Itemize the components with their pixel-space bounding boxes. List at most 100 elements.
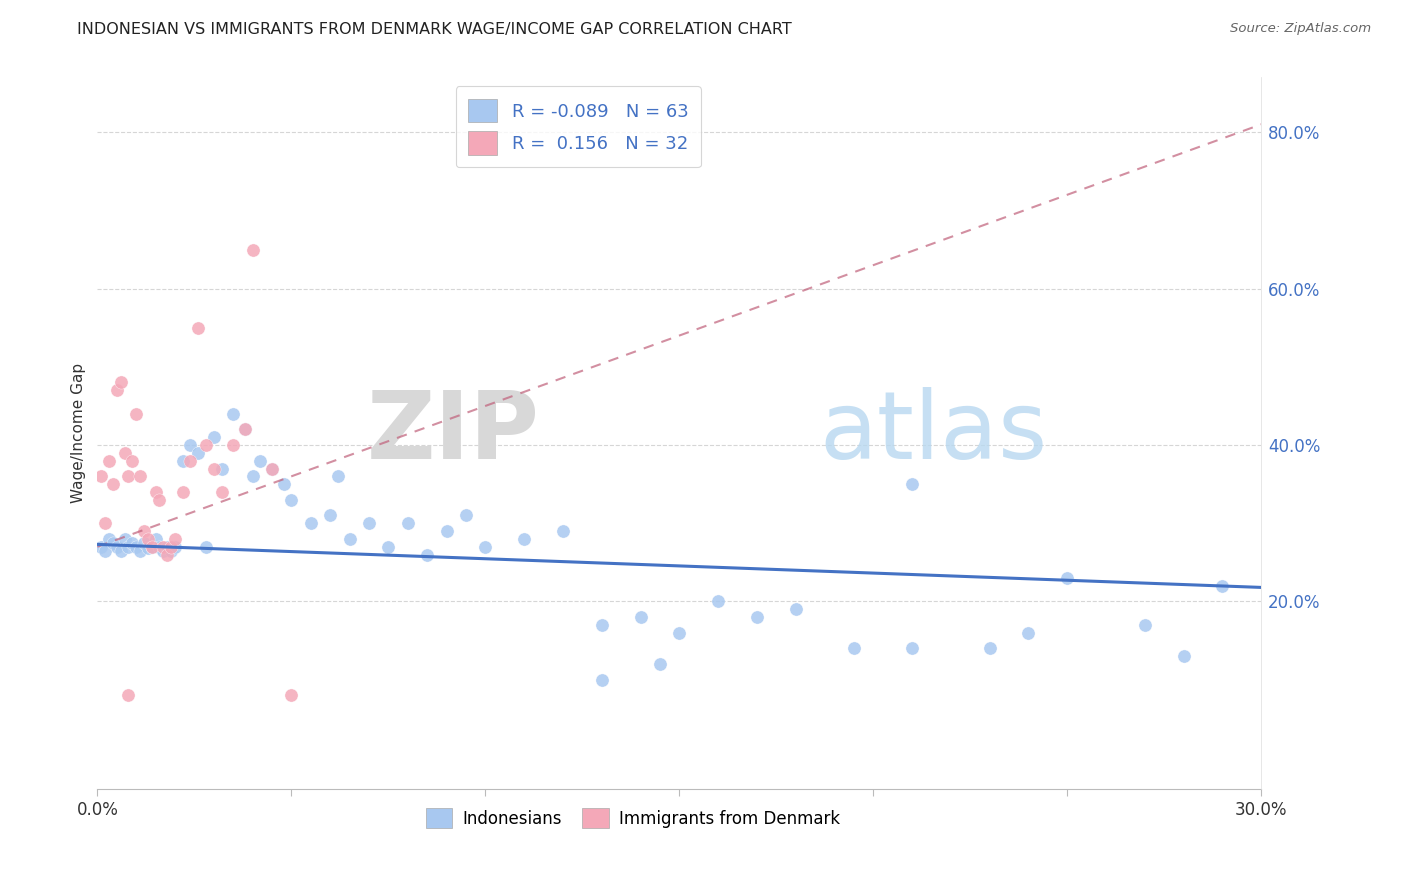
- Point: [842, 641, 865, 656]
- Point: [1056, 571, 1078, 585]
- Point: [319, 508, 342, 523]
- Y-axis label: Wage/Income Gap: Wage/Income Gap: [72, 363, 86, 503]
- Point: [211, 485, 233, 500]
- Point: [551, 524, 574, 538]
- Point: [90, 469, 112, 483]
- Point: [117, 540, 139, 554]
- Point: [233, 422, 256, 436]
- Point: [121, 536, 143, 550]
- Text: Source: ZipAtlas.com: Source: ZipAtlas.com: [1230, 22, 1371, 36]
- Point: [416, 548, 439, 562]
- Point: [172, 453, 194, 467]
- Point: [195, 438, 218, 452]
- Point: [136, 541, 159, 556]
- Point: [98, 453, 121, 467]
- Point: [132, 536, 155, 550]
- Point: [242, 469, 264, 483]
- Point: [474, 540, 496, 554]
- Point: [132, 524, 155, 538]
- Point: [125, 540, 148, 554]
- Point: [148, 540, 170, 554]
- Point: [299, 516, 322, 531]
- Point: [160, 543, 183, 558]
- Point: [101, 536, 124, 550]
- Point: [156, 540, 179, 554]
- Point: [901, 477, 924, 491]
- Text: atlas: atlas: [818, 387, 1047, 479]
- Point: [114, 532, 136, 546]
- Point: [280, 689, 302, 703]
- Point: [152, 540, 174, 554]
- Point: [202, 461, 225, 475]
- Point: [1173, 649, 1195, 664]
- Point: [513, 532, 536, 546]
- Point: [396, 516, 419, 531]
- Point: [105, 540, 128, 554]
- Point: [172, 485, 194, 500]
- Point: [117, 689, 139, 703]
- Point: [668, 625, 690, 640]
- Point: [114, 446, 136, 460]
- Point: [233, 422, 256, 436]
- Point: [148, 492, 170, 507]
- Point: [145, 532, 167, 546]
- Point: [90, 540, 112, 554]
- Point: [436, 524, 458, 538]
- Point: [117, 469, 139, 483]
- Point: [707, 594, 730, 608]
- Point: [1211, 579, 1233, 593]
- Point: [179, 438, 201, 452]
- Point: [648, 657, 671, 671]
- Point: [110, 543, 132, 558]
- Point: [156, 548, 179, 562]
- Point: [260, 461, 283, 475]
- Point: [377, 540, 399, 554]
- Point: [273, 477, 295, 491]
- Point: [110, 376, 132, 390]
- Point: [242, 243, 264, 257]
- Point: [160, 540, 183, 554]
- Legend: Indonesians, Immigrants from Denmark: Indonesians, Immigrants from Denmark: [419, 802, 846, 834]
- Point: [785, 602, 807, 616]
- Point: [249, 453, 271, 467]
- Point: [145, 485, 167, 500]
- Point: [121, 453, 143, 467]
- Point: [136, 532, 159, 546]
- Point: [357, 516, 380, 531]
- Point: [187, 320, 209, 334]
- Point: [163, 540, 186, 554]
- Point: [163, 532, 186, 546]
- Text: INDONESIAN VS IMMIGRANTS FROM DENMARK WAGE/INCOME GAP CORRELATION CHART: INDONESIAN VS IMMIGRANTS FROM DENMARK WA…: [77, 22, 792, 37]
- Point: [94, 516, 117, 531]
- Point: [202, 430, 225, 444]
- Point: [280, 492, 302, 507]
- Point: [901, 641, 924, 656]
- Point: [141, 540, 163, 554]
- Point: [222, 438, 245, 452]
- Point: [326, 469, 349, 483]
- Point: [339, 532, 361, 546]
- Point: [260, 461, 283, 475]
- Point: [179, 453, 201, 467]
- Point: [94, 543, 117, 558]
- Point: [454, 508, 477, 523]
- Point: [211, 461, 233, 475]
- Point: [195, 540, 218, 554]
- Point: [129, 543, 152, 558]
- Point: [1133, 618, 1156, 632]
- Point: [125, 407, 148, 421]
- Point: [98, 532, 121, 546]
- Point: [745, 610, 768, 624]
- Point: [141, 540, 163, 554]
- Point: [105, 384, 128, 398]
- Point: [152, 543, 174, 558]
- Point: [979, 641, 1001, 656]
- Point: [129, 469, 152, 483]
- Text: ZIP: ZIP: [367, 387, 540, 479]
- Point: [630, 610, 652, 624]
- Point: [591, 618, 613, 632]
- Point: [101, 477, 124, 491]
- Point: [222, 407, 245, 421]
- Point: [591, 673, 613, 687]
- Point: [187, 446, 209, 460]
